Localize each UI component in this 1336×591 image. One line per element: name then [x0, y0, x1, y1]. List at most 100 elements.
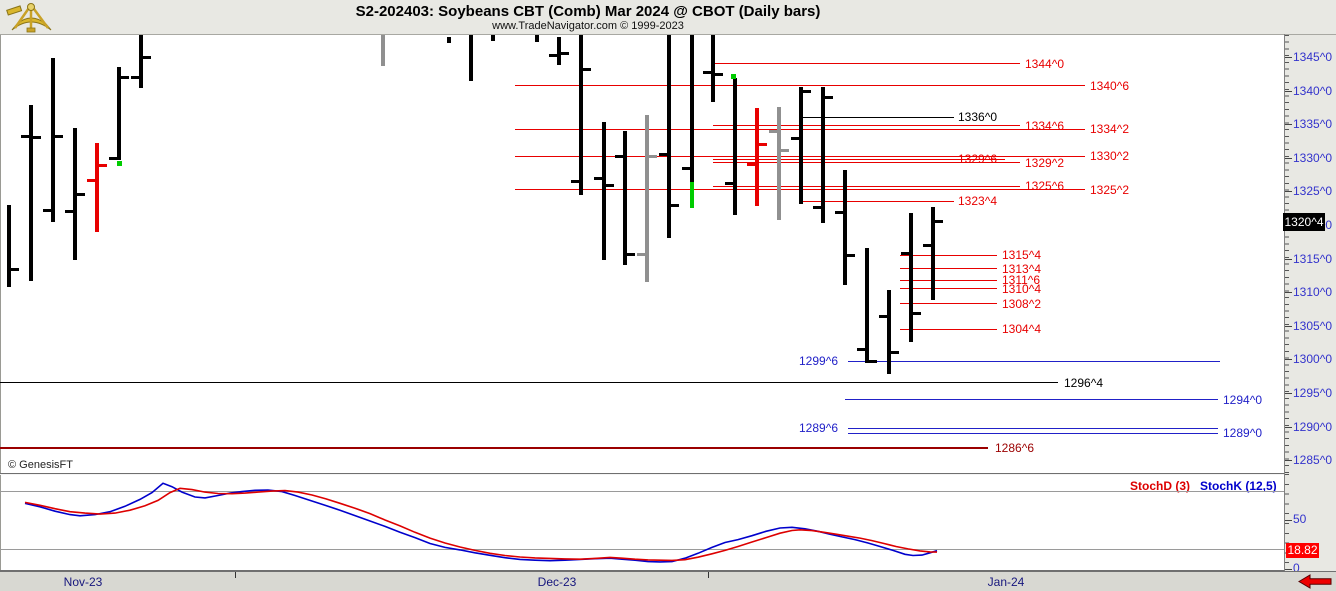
- price-axis-label: 1290^0: [1293, 419, 1332, 434]
- open-tick: [703, 71, 711, 75]
- open-tick: [549, 54, 557, 58]
- price-level-label: 1289^0: [1223, 426, 1262, 441]
- price-level-label: 1308^2: [1002, 296, 1041, 311]
- close-tick: [715, 72, 723, 76]
- close-tick: [649, 155, 657, 159]
- close-tick: [803, 90, 811, 94]
- open-tick: [879, 315, 887, 319]
- price-level-label: 1334^6: [1025, 118, 1064, 133]
- price-bar: [821, 86, 825, 223]
- price-bar: [602, 121, 606, 260]
- stoch-axis-tick: [1285, 569, 1292, 570]
- price-bar: [491, 35, 495, 41]
- price-axis-tick: [1285, 157, 1292, 159]
- close-tick: [11, 268, 19, 272]
- price-bar: [690, 35, 694, 208]
- price-level-line: [515, 85, 1085, 87]
- close-tick: [847, 254, 855, 258]
- plot-right-border: [1284, 34, 1285, 571]
- open-tick: [131, 76, 139, 80]
- open-tick: [791, 137, 799, 141]
- price-level-label: 1313^4: [1002, 261, 1041, 276]
- price-axis-tick: [1285, 393, 1292, 394]
- price-level-line: [713, 162, 1020, 164]
- green-marker: [117, 161, 122, 167]
- price-bar: [931, 206, 935, 300]
- price-level-line: [900, 279, 997, 281]
- price-level-line: [900, 268, 997, 270]
- open-tick: [571, 180, 579, 184]
- price-bar: [667, 35, 671, 238]
- open-tick: [813, 206, 821, 210]
- price-level-label: 1315^4: [1002, 248, 1041, 263]
- price-bar: [73, 128, 77, 260]
- price-level-line: [900, 288, 997, 290]
- price-axis-label: 1295^0: [1293, 386, 1332, 400]
- price-bar: [95, 143, 99, 232]
- date-label: Dec-23: [537, 575, 577, 589]
- price-bar: [51, 58, 55, 222]
- close-tick: [143, 55, 151, 59]
- price-level-line: [803, 116, 954, 118]
- stochastic-curves: [24, 482, 938, 563]
- price-bar: [557, 36, 561, 65]
- price-axis-label: 1300^0: [1293, 352, 1332, 367]
- price-level-line: [803, 200, 954, 202]
- open-tick: [21, 134, 29, 138]
- price-level-line: [848, 360, 1220, 362]
- price-bar: [579, 35, 583, 196]
- stoch-bottom-border: [0, 570, 1284, 571]
- price-axis-tick: [1285, 191, 1292, 193]
- panel-separator: [0, 473, 1284, 474]
- price-bar: [623, 130, 627, 265]
- close-tick: [891, 350, 899, 354]
- stoch-axis-label: 0: [1293, 561, 1300, 575]
- price-level-label: 1325^6: [1025, 179, 1064, 194]
- date-label: Jan-24: [987, 575, 1025, 589]
- price-axis-label: 1325^0: [1293, 184, 1332, 199]
- price-level-label: 1310^4: [1002, 281, 1041, 296]
- open-tick: [857, 348, 865, 352]
- price-level-label: 1299^6: [799, 354, 838, 369]
- scroll-left-arrow-icon[interactable]: [1298, 574, 1332, 589]
- close-tick: [77, 192, 85, 196]
- stochd-legend: StochD (3): [1130, 479, 1190, 493]
- price-level-label: 1325^2: [1090, 182, 1129, 197]
- price-level-label: 1336^0: [958, 110, 997, 125]
- genesis-sextant-logo: [6, 3, 52, 33]
- close-tick: [627, 253, 635, 257]
- close-tick: [869, 359, 877, 363]
- close-tick: [583, 68, 591, 72]
- price-level-line: [713, 125, 1020, 127]
- stoch-value-box: 18.82: [1286, 542, 1319, 558]
- close-tick: [825, 96, 833, 100]
- price-level-line: [713, 63, 1020, 65]
- open-tick: [65, 209, 73, 213]
- price-level-label: 1286^6: [995, 441, 1034, 456]
- price-axis-tick: [1285, 90, 1292, 92]
- date-axis: Nov-23 Dec-23 Jan-24: [0, 571, 1336, 591]
- price-level-label: 1296^4: [1064, 375, 1103, 390]
- price-bar: [755, 108, 759, 206]
- price-axis-tick: [1285, 359, 1292, 361]
- price-axis-tick: [1285, 258, 1292, 260]
- stochd-line: [24, 487, 938, 562]
- open-tick: [594, 176, 602, 180]
- price-axis-tick: [1285, 292, 1292, 294]
- price-level-line: [0, 382, 1058, 384]
- price-level-label: 1329^2: [1025, 155, 1064, 170]
- price-axis-tick: [1285, 57, 1292, 58]
- price-level-label: 1294^0: [1223, 392, 1262, 407]
- price-level-label: 1344^0: [1025, 56, 1064, 71]
- price-level-line: [848, 427, 1218, 429]
- price-level-line: [0, 447, 988, 450]
- open-tick: [769, 130, 777, 134]
- stoch-level-line: [0, 549, 1284, 551]
- price-axis-label: 1340^0: [1293, 83, 1332, 98]
- price-bar: [733, 77, 737, 215]
- price-axis: 1345^01340^01335^01330^01325^01320^01315…: [1283, 35, 1336, 575]
- open-tick: [637, 252, 645, 256]
- price-bar: [777, 106, 781, 220]
- price-bar: [887, 289, 891, 374]
